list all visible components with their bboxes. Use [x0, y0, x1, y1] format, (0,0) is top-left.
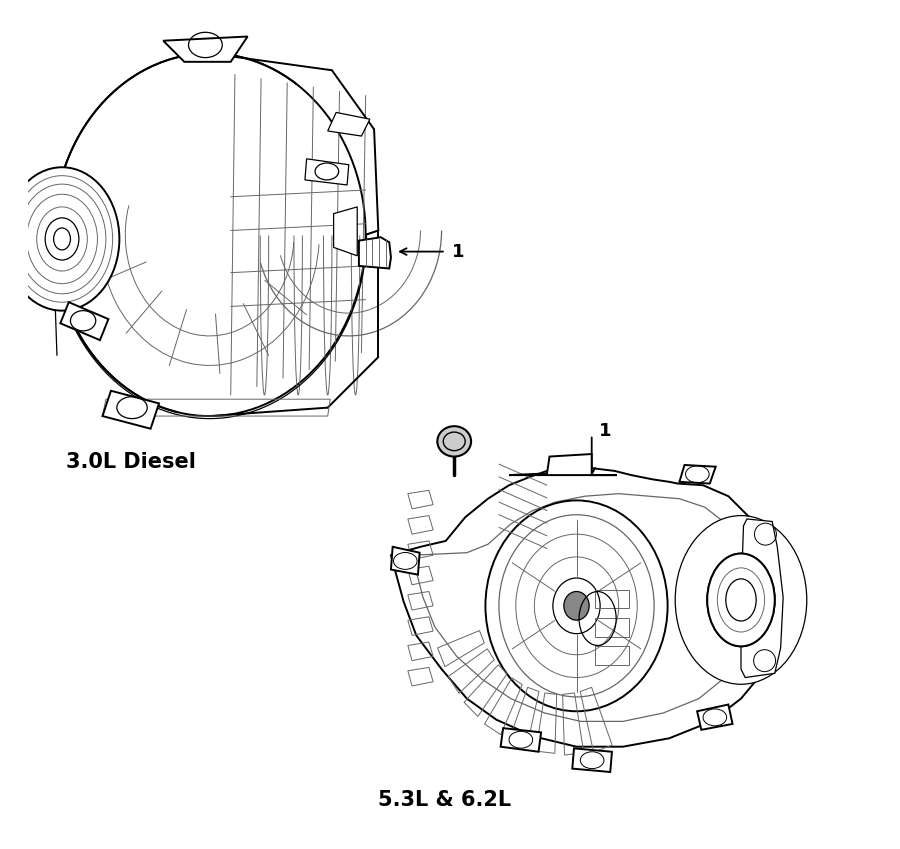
Polygon shape	[391, 547, 419, 575]
Polygon shape	[305, 159, 349, 185]
Text: 5.3L & 6.2L: 5.3L & 6.2L	[378, 790, 511, 810]
Ellipse shape	[4, 167, 120, 311]
Polygon shape	[391, 469, 773, 747]
Text: 1: 1	[452, 243, 464, 261]
Ellipse shape	[707, 554, 775, 646]
Text: 3.0L Diesel: 3.0L Diesel	[67, 453, 196, 472]
Ellipse shape	[485, 500, 668, 711]
Polygon shape	[680, 465, 716, 484]
Polygon shape	[500, 728, 541, 751]
Polygon shape	[509, 454, 617, 475]
Polygon shape	[103, 391, 159, 429]
Bar	[595, 590, 629, 609]
Polygon shape	[741, 519, 783, 678]
Polygon shape	[359, 237, 391, 268]
Ellipse shape	[437, 426, 471, 457]
Text: 1: 1	[598, 422, 611, 441]
Ellipse shape	[698, 541, 785, 659]
Ellipse shape	[707, 554, 775, 646]
Polygon shape	[698, 705, 733, 730]
Polygon shape	[572, 748, 612, 772]
Ellipse shape	[54, 53, 365, 416]
Ellipse shape	[675, 515, 806, 684]
Ellipse shape	[564, 592, 590, 620]
Polygon shape	[328, 112, 370, 136]
Polygon shape	[60, 302, 108, 340]
Polygon shape	[163, 37, 248, 62]
Polygon shape	[334, 207, 357, 256]
Bar	[595, 646, 629, 665]
Bar	[595, 618, 629, 637]
